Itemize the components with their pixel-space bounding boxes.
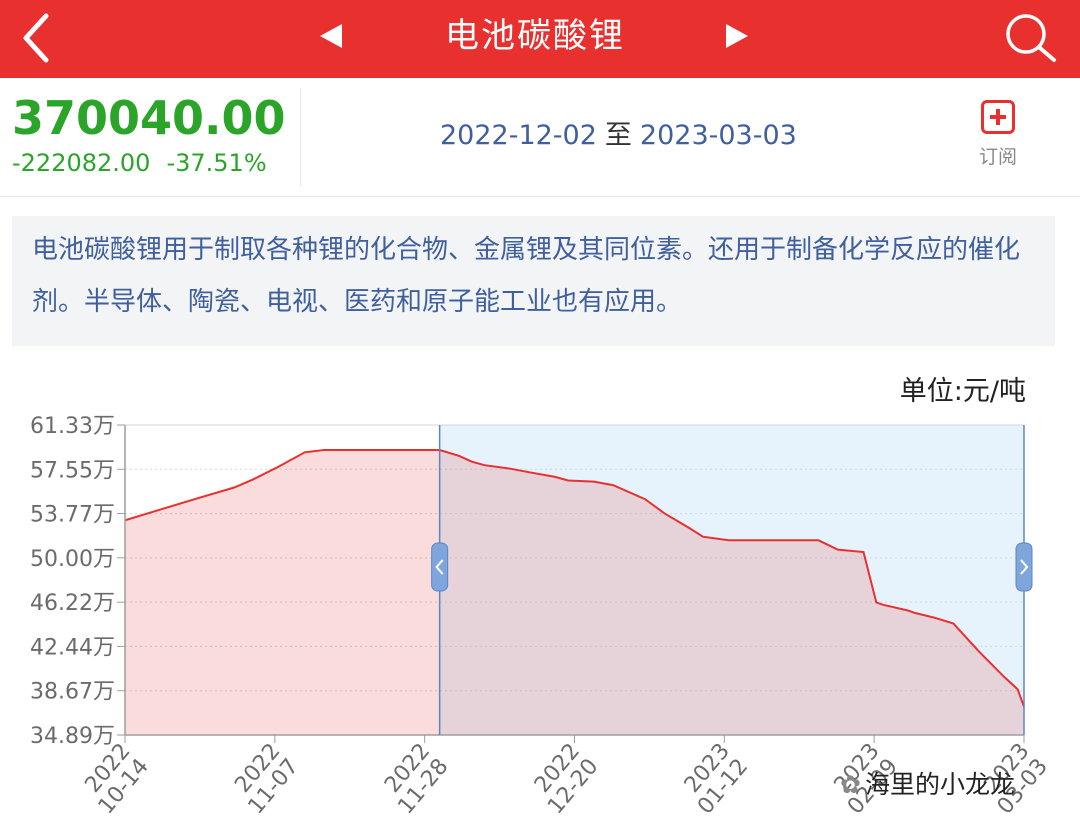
y-tick-label: 46.22万: [30, 591, 115, 616]
y-tick-label: 34.89万: [30, 724, 115, 749]
range-end: 2023-03-03: [639, 120, 797, 151]
handle-arrow-icon: [435, 559, 444, 575]
price-change: -222082.00 -37.51%: [12, 148, 267, 178]
y-tick-label: 38.67万: [30, 680, 115, 705]
price-area-fill: [125, 450, 1024, 735]
range-separator: 至: [604, 120, 632, 151]
price-line: [124, 449, 1025, 708]
price-change-percent: -37.51%: [166, 149, 267, 177]
triangle-left-icon: [320, 24, 342, 48]
next-item-button[interactable]: [718, 18, 752, 54]
back-button[interactable]: [12, 6, 68, 70]
app-header: 电池碳酸锂: [0, 0, 1080, 78]
selection-left-handle[interactable]: [431, 542, 449, 592]
x-tick-label: 202211-07: [225, 739, 304, 819]
selection-right-handle[interactable]: [1015, 542, 1033, 592]
price-summary: 370040.00 -222082.00 -37.51% 2022-12-02 至 2…: [0, 78, 1080, 197]
search-icon: [1006, 14, 1056, 62]
plus-square-icon: [981, 100, 1015, 134]
date-range[interactable]: 2022-12-02 至 2023-03-03: [440, 118, 797, 154]
search-button[interactable]: [1000, 8, 1064, 68]
wechat-icon: ✿: [840, 770, 861, 799]
y-tick-label: 57.55万: [30, 458, 115, 483]
prev-item-button[interactable]: [316, 18, 350, 54]
handle-arrow-icon: [1020, 559, 1029, 575]
current-price: 370040.00: [12, 91, 286, 145]
y-tick-label: 53.77万: [30, 503, 115, 528]
y-tick-label: 61.33万: [30, 414, 115, 439]
price-change-value: -222082.00: [12, 149, 151, 177]
x-tick-label: 202212-20: [525, 739, 604, 819]
y-tick-label: 42.44万: [30, 635, 115, 660]
y-tick-label: 50.00万: [30, 547, 115, 572]
price-chart: 61.33万 57.55万 53.77万 50.00万 46.22万 42.44万 38.6…: [30, 414, 1053, 819]
subscribe-label: 订阅: [978, 146, 1017, 168]
selection-area: [439, 425, 1024, 735]
divider: [300, 88, 301, 186]
x-tick-label: 202211-28: [375, 739, 454, 819]
x-tick-label: 202210-14: [75, 739, 154, 819]
range-start: 2022-12-02: [440, 120, 597, 151]
subscribe-button[interactable]: 订阅: [968, 100, 1028, 180]
description-text: 电池碳酸锂用于制取各种锂的化合物、金属锂及其同位素。还用于制备化学反应的催化剂。…: [32, 235, 1021, 317]
description-box: 电池碳酸锂用于制取各种锂的化合物、金属锂及其同位素。还用于制备化学反应的催化剂。…: [12, 216, 1055, 346]
unit-label: 单位:元/吨: [899, 376, 1026, 407]
page-title: 电池碳酸锂: [445, 16, 625, 56]
chevron-left-icon: [23, 13, 49, 63]
watermark: ✿ 海里的小龙龙: [840, 770, 1015, 799]
x-tick-label: 202301-12: [675, 739, 754, 819]
triangle-right-icon: [726, 24, 748, 48]
